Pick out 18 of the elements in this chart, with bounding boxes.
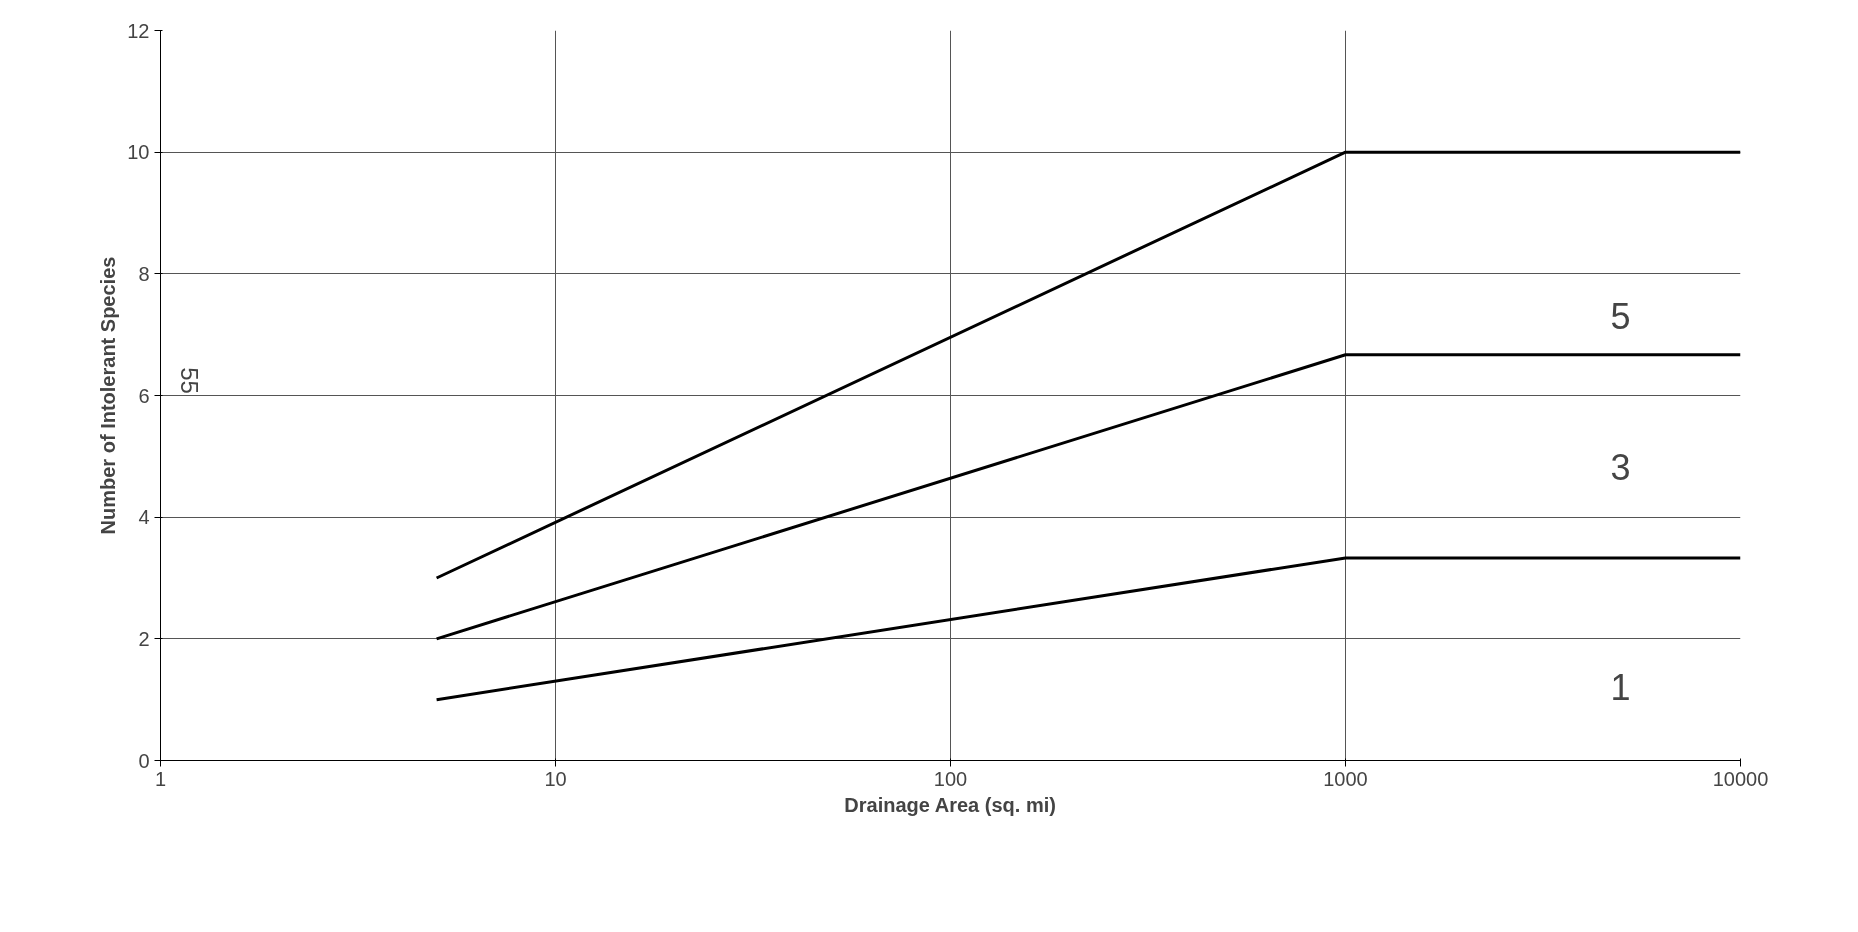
annotation: 5 bbox=[1610, 295, 1631, 337]
x-tick-label: 100 bbox=[933, 767, 968, 790]
y-axis-title: Number of Intolerant Species bbox=[97, 256, 120, 535]
annotation: 55 bbox=[175, 367, 203, 394]
x-tick-label: 1000 bbox=[1323, 767, 1368, 790]
y-tick-label: 10 bbox=[127, 141, 150, 164]
x-tick-label: 1 bbox=[154, 767, 167, 790]
annotation: 1 bbox=[1610, 666, 1631, 708]
y-tick-label: 0 bbox=[138, 749, 150, 772]
annotation: 3 bbox=[1610, 446, 1631, 488]
x-axis-title: Drainage Area (sq. mi) bbox=[844, 793, 1056, 816]
y-tick-label: 8 bbox=[138, 262, 150, 285]
y-tick-label: 12 bbox=[127, 19, 150, 42]
y-tick-label: 2 bbox=[138, 627, 150, 650]
y-tick-label: 4 bbox=[138, 506, 150, 529]
y-tick-label: 6 bbox=[138, 384, 150, 407]
x-tick-label: 10000 bbox=[1712, 767, 1769, 790]
x-tick-label: 10 bbox=[544, 767, 567, 790]
